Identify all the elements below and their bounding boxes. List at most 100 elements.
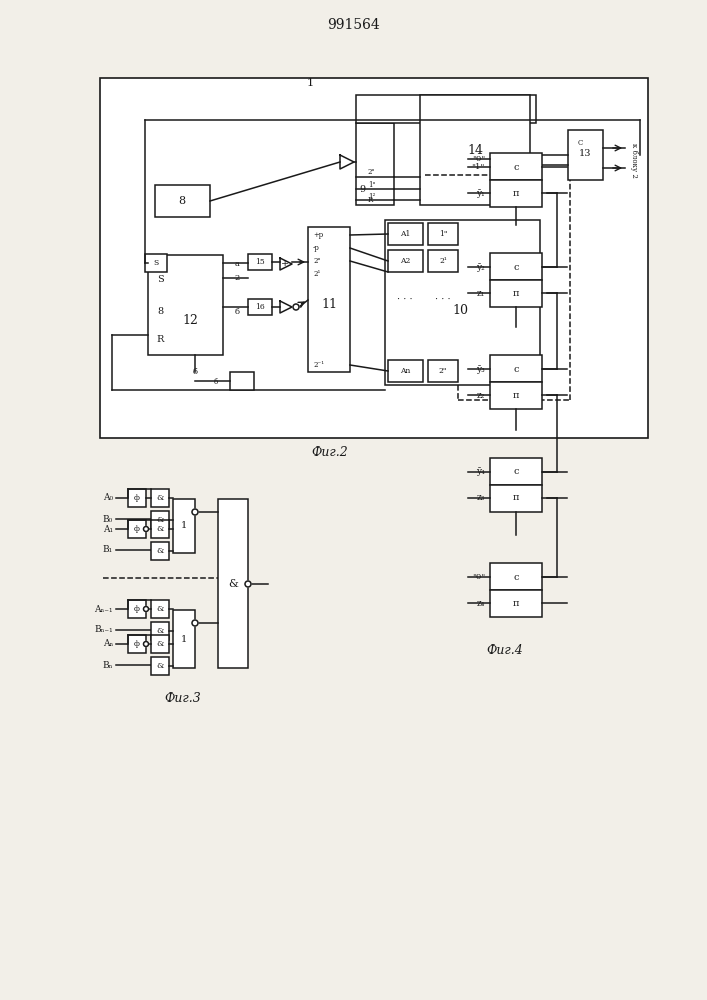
- Text: z₂: z₂: [477, 390, 485, 399]
- Text: б: б: [235, 308, 240, 316]
- Text: "0": "0": [472, 573, 485, 581]
- Text: &: &: [156, 494, 164, 502]
- Bar: [248, 299, 272, 315]
- Text: 2": 2": [439, 367, 448, 375]
- Text: &: &: [228, 579, 238, 589]
- Bar: [151, 542, 169, 560]
- Bar: [151, 600, 169, 618]
- Text: B₀: B₀: [103, 514, 113, 524]
- Bar: [428, 250, 458, 272]
- Text: 13: 13: [579, 148, 591, 157]
- Text: 991564: 991564: [327, 18, 380, 32]
- Text: 1": 1": [439, 230, 448, 238]
- Text: 2¹: 2¹: [439, 257, 447, 265]
- Bar: [155, 185, 210, 217]
- Bar: [388, 250, 423, 272]
- Text: п: п: [513, 493, 519, 502]
- Bar: [151, 657, 169, 675]
- Bar: [151, 520, 169, 538]
- Text: Bₙ: Bₙ: [103, 660, 113, 670]
- Circle shape: [144, 642, 148, 647]
- Bar: [128, 600, 146, 618]
- Text: 2⁻¹: 2⁻¹: [313, 361, 324, 369]
- Text: 1²: 1²: [368, 193, 375, 201]
- Bar: [490, 355, 542, 382]
- Bar: [490, 280, 542, 307]
- Bar: [356, 95, 536, 123]
- Text: "1": "1": [472, 163, 485, 171]
- Bar: [490, 485, 542, 512]
- Circle shape: [144, 606, 148, 611]
- Bar: [151, 635, 169, 653]
- Text: z₄: z₄: [477, 598, 485, 607]
- Text: &: &: [156, 605, 164, 613]
- Text: a: a: [235, 260, 240, 268]
- Bar: [218, 499, 248, 668]
- Circle shape: [293, 304, 299, 310]
- Text: 1: 1: [181, 635, 187, 644]
- Text: Bₙ₋₁: Bₙ₋₁: [94, 626, 113, 635]
- Text: 8: 8: [178, 196, 185, 206]
- Text: &: &: [156, 525, 164, 533]
- Text: б: б: [214, 378, 218, 386]
- Bar: [385, 220, 540, 385]
- Text: п: п: [513, 390, 519, 399]
- Bar: [428, 360, 458, 382]
- Text: Aₙ₋₁: Aₙ₋₁: [95, 604, 113, 613]
- Bar: [490, 563, 542, 590]
- Bar: [248, 254, 272, 270]
- Bar: [151, 489, 169, 507]
- Text: Фиг.4: Фиг.4: [486, 644, 523, 656]
- Text: 15: 15: [255, 258, 265, 266]
- Text: 1": 1": [368, 181, 375, 189]
- Text: 2": 2": [313, 257, 321, 265]
- Text: · · ·: · · ·: [436, 296, 451, 304]
- Text: 2": 2": [368, 168, 375, 176]
- Text: c: c: [513, 162, 519, 172]
- Bar: [490, 253, 542, 280]
- Bar: [100, 78, 648, 438]
- Text: ф: ф: [134, 494, 140, 502]
- Circle shape: [192, 620, 198, 626]
- Text: B₁: B₁: [103, 546, 113, 554]
- Text: "0": "0": [472, 155, 485, 163]
- Text: A2: A2: [400, 257, 410, 265]
- Bar: [388, 360, 423, 382]
- Text: S: S: [157, 275, 163, 284]
- Bar: [490, 153, 542, 180]
- Text: 2: 2: [235, 274, 240, 282]
- Text: ф: ф: [134, 640, 140, 648]
- Bar: [490, 382, 542, 409]
- Bar: [490, 458, 542, 485]
- Text: R: R: [368, 196, 373, 204]
- Bar: [151, 622, 169, 640]
- Bar: [490, 590, 542, 617]
- Text: -p: -p: [313, 244, 320, 252]
- Bar: [128, 520, 146, 538]
- Text: &: &: [156, 627, 164, 635]
- Text: A₁: A₁: [103, 524, 113, 534]
- Text: 12: 12: [182, 314, 198, 326]
- Circle shape: [192, 509, 198, 515]
- Text: б: б: [192, 368, 197, 376]
- Circle shape: [245, 581, 251, 587]
- Text: +p: +p: [313, 231, 323, 239]
- Text: A1: A1: [400, 230, 410, 238]
- Text: c: c: [513, 468, 519, 477]
- Bar: [388, 223, 423, 245]
- Text: · · ·: · · ·: [397, 296, 413, 304]
- Bar: [428, 223, 458, 245]
- Text: 11: 11: [321, 298, 337, 312]
- Bar: [128, 635, 146, 653]
- Bar: [145, 254, 167, 272]
- Text: A₀: A₀: [103, 493, 113, 502]
- Text: c: c: [513, 572, 519, 582]
- Text: ȳ₄: ȳ₄: [477, 468, 485, 477]
- Text: &: &: [156, 640, 164, 648]
- Text: 8: 8: [157, 308, 163, 316]
- Text: п: п: [513, 188, 519, 198]
- Text: Фиг.3: Фиг.3: [165, 692, 201, 704]
- Text: 2¹: 2¹: [313, 270, 320, 278]
- Text: ф: ф: [134, 605, 140, 613]
- Text: к блоку 2: к блоку 2: [630, 143, 638, 177]
